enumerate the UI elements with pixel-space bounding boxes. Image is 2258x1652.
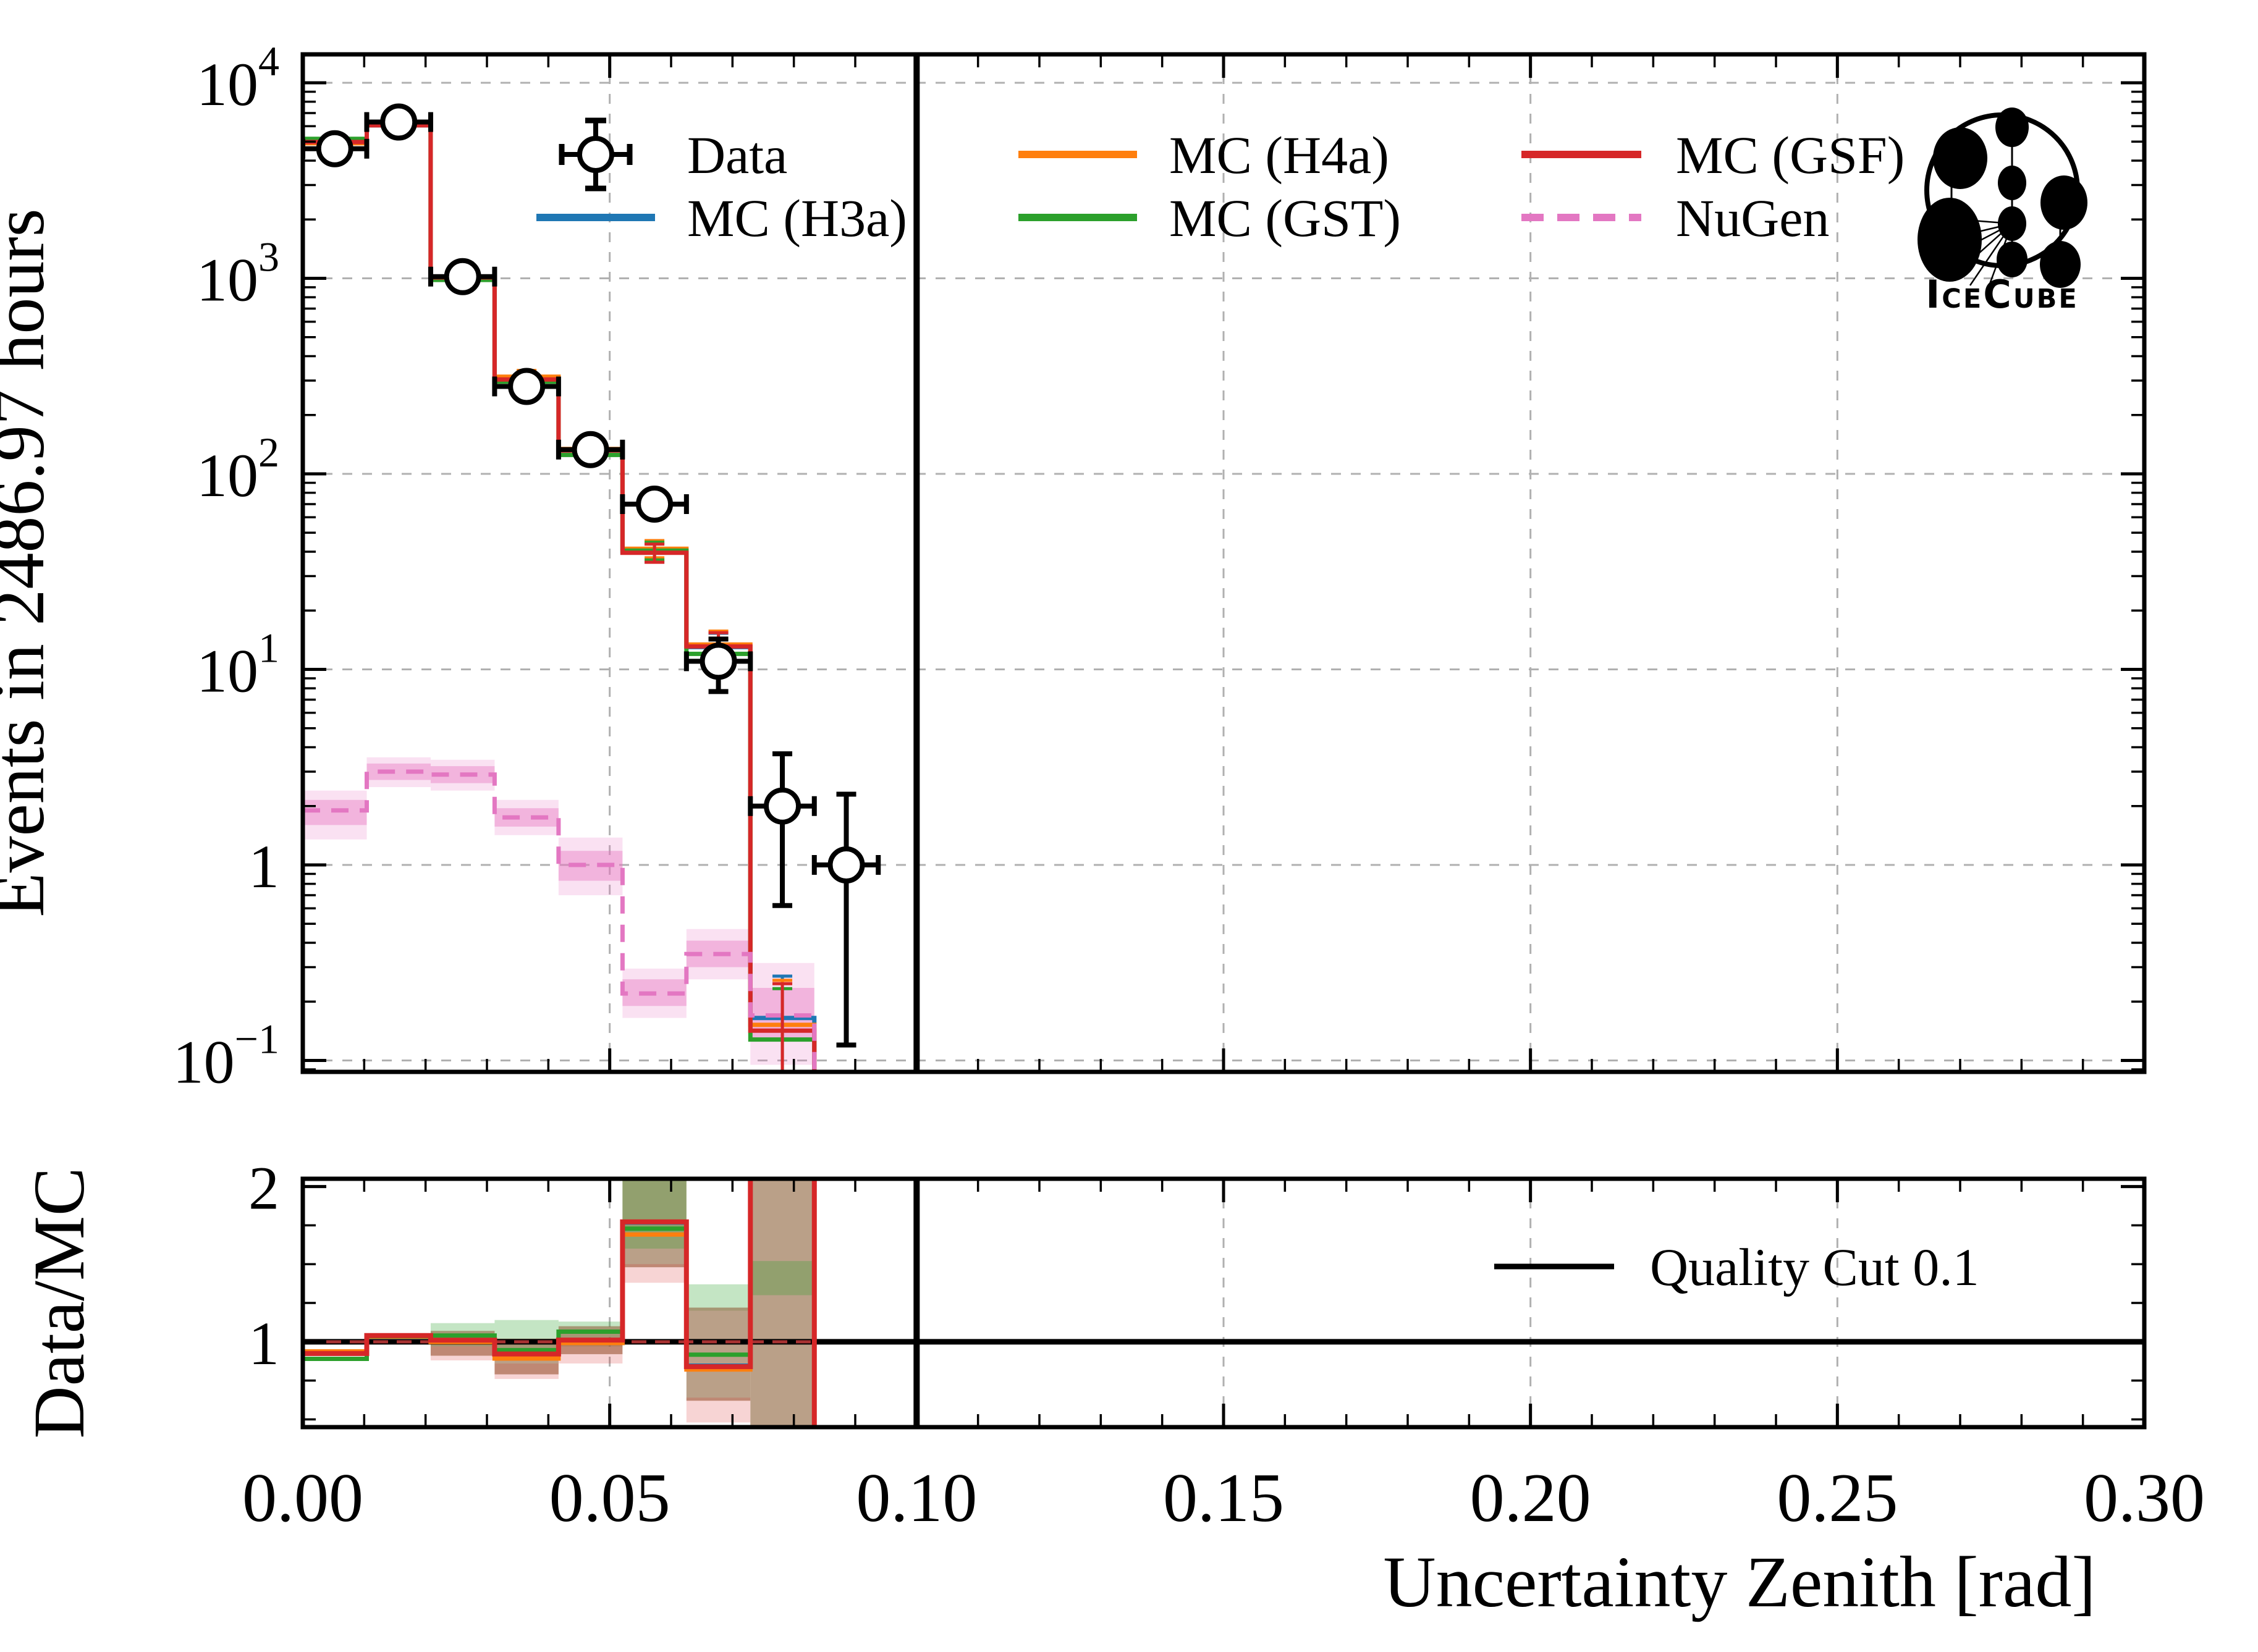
- legend-label: Quality Cut 0.1: [1650, 1237, 1979, 1297]
- data-point: [700, 643, 737, 680]
- nugen-band-outer: [303, 790, 367, 840]
- logo-wordmark: IceCube: [1926, 272, 2079, 317]
- legend-label: MC (H4a): [1169, 125, 1389, 185]
- y-tick-label: 103: [197, 234, 279, 314]
- main-y-axis-label: Events in 2486.97 hours: [0, 208, 59, 917]
- ratio-line-gsf: [303, 1179, 817, 1427]
- legend-item: MC (GSF): [1521, 125, 1905, 185]
- logo-dom: [2040, 241, 2081, 288]
- y-tick-label: 104: [197, 38, 279, 119]
- ratio-band-green: [750, 1261, 814, 1296]
- legend-item: MC (H4a): [1018, 125, 1389, 185]
- logo-dom: [2040, 175, 2087, 230]
- data-point: [380, 103, 418, 141]
- logo-dom: [1995, 107, 2029, 147]
- ratio-band-pink: [494, 1363, 559, 1380]
- logo-dom: [1997, 242, 2028, 277]
- x-tick-label: 0.25: [1777, 1460, 1898, 1536]
- legend-item: MC (GST): [1018, 188, 1401, 248]
- x-axis-label: Uncertainty Zenith [rad]: [1383, 1541, 2095, 1622]
- data-point: [764, 787, 801, 825]
- ratio-band-pink: [622, 1264, 687, 1283]
- legend-label: MC (GSF): [1676, 125, 1905, 185]
- logo-rays: [1932, 216, 2013, 291]
- x-tick-label: 0.30: [2084, 1460, 2205, 1536]
- legend-item: NuGen: [1521, 188, 1829, 248]
- legend-label: MC (GST): [1169, 188, 1401, 248]
- ratio-panel: [303, 1179, 2144, 1427]
- x-tick-label: 0.00: [242, 1460, 363, 1536]
- legend-item: MC (H3a): [536, 188, 907, 248]
- x-tick-label: 0.10: [856, 1460, 977, 1536]
- logo-dom: [1998, 166, 2026, 200]
- data-point: [827, 846, 865, 883]
- axes-frame: [300, 52, 2147, 1430]
- data-point: [636, 486, 674, 523]
- data-point: [572, 431, 609, 468]
- x-tick-label: 0.15: [1163, 1460, 1284, 1536]
- ratio-y-tick-label: 2: [248, 1154, 279, 1223]
- icecube-logo: IceCube: [1918, 107, 2087, 317]
- logo-dom: [1918, 198, 1982, 282]
- y-tick-label: 1: [248, 832, 279, 901]
- ratio-y-axis-label: Data/MC: [19, 1167, 99, 1438]
- legend-item: Quality Cut 0.1: [1494, 1237, 1979, 1297]
- ratio-band-pink: [430, 1346, 495, 1360]
- legend-label: MC (H3a): [687, 188, 907, 248]
- legend-ratio: Quality Cut 0.1: [1494, 1237, 1979, 1297]
- ratio-band-tan: [750, 1179, 814, 1427]
- data-point: [444, 258, 481, 295]
- ratio-band-pink: [558, 1344, 623, 1363]
- nugen-line: [303, 769, 817, 1072]
- legend-marker: [577, 136, 614, 173]
- y-tick-label: 10−1: [173, 1016, 279, 1097]
- y-tick-label: 101: [197, 625, 279, 706]
- legend-label: Data: [687, 125, 787, 185]
- ratio-y-tick-label: 1: [248, 1309, 279, 1378]
- ratio-band-green: [686, 1284, 751, 1311]
- logo-dom: [1933, 127, 1987, 189]
- ratio-band-green: [622, 1179, 687, 1249]
- tick-labels: 0.00 0.05 0.10 0.15 0.20 0.25 0.30 104 103 102 101…: [173, 38, 2205, 1536]
- data-point: [508, 368, 546, 405]
- x-tick-label: 0.20: [1470, 1460, 1591, 1536]
- main-panel: [303, 54, 920, 1072]
- legend-item: Data: [559, 117, 787, 192]
- data-point: [316, 130, 353, 167]
- x-tick-label: 0.05: [549, 1460, 670, 1536]
- legend-label: NuGen: [1676, 188, 1829, 248]
- ratio-band-pink: [686, 1397, 751, 1423]
- y-tick-label: 102: [197, 429, 279, 510]
